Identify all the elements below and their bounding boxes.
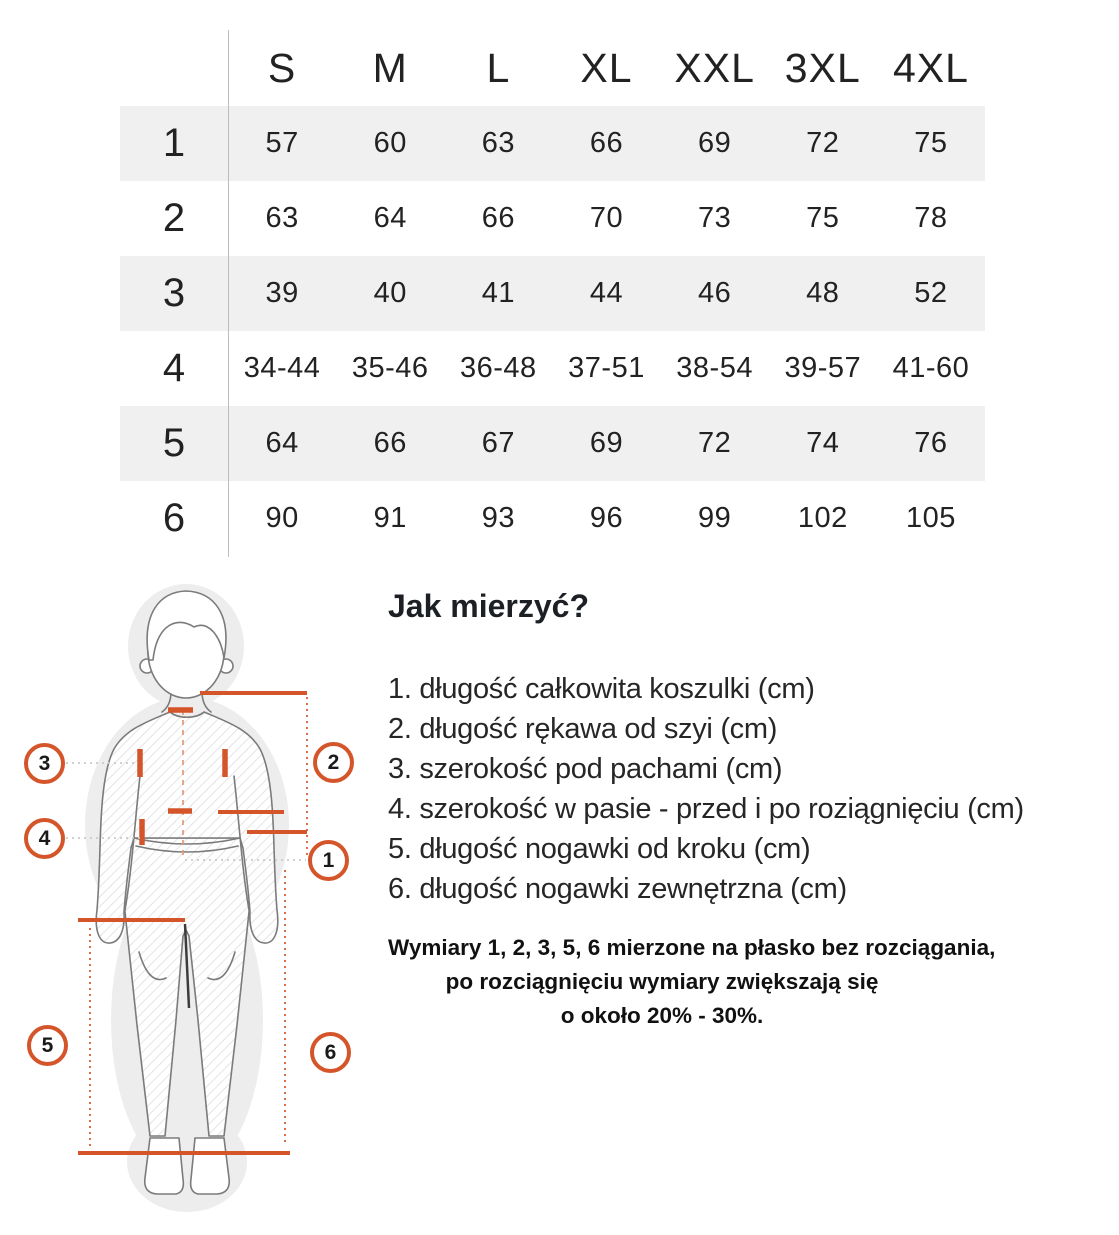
- stretch-note: Wymiary 1, 2, 3, 5, 6 mierzone na płasko…: [388, 931, 996, 1033]
- cell: 75: [806, 202, 840, 234]
- cell: 63: [481, 127, 515, 159]
- cell: 34-44: [243, 352, 321, 384]
- cell: 63: [265, 202, 299, 234]
- cell: 72: [698, 427, 732, 459]
- measure-item-1: 1. długość całkowita koszulki (cm): [388, 673, 815, 705]
- guide-title: Jak mierzyć?: [388, 588, 590, 624]
- cell: 64: [373, 202, 407, 234]
- cell: 72: [806, 127, 840, 159]
- cell: 38-54: [676, 352, 753, 384]
- table-row: 6 90 91 93 96 99 102 105: [120, 481, 985, 556]
- row-label: 5: [162, 421, 186, 465]
- table-row: 2 63 64 66 70 73 75 78: [120, 181, 985, 256]
- cell: 57: [265, 127, 299, 159]
- cell: 39-57: [784, 352, 862, 384]
- cell: 67: [481, 427, 515, 459]
- cell: 90: [265, 502, 299, 534]
- cell: 91: [373, 502, 407, 534]
- cell: 36-48: [460, 352, 537, 384]
- column-header-xxl: XXL: [674, 44, 755, 91]
- column-header-m: M: [372, 44, 408, 91]
- row-label: 1: [162, 121, 186, 165]
- cell: 41: [481, 277, 515, 309]
- table-header-row: S M L XL XXL 3XL 4XL: [120, 30, 985, 106]
- table-row: 4 34-44 35-46 36-48 37-51 38-54 39-57 41…: [120, 331, 985, 406]
- measurement-lines: [66, 691, 308, 1155]
- cell: 75: [914, 127, 948, 159]
- measure-item-6: 6. długość nogawki zewnętrzna (cm): [388, 873, 847, 905]
- cell: 73: [698, 202, 732, 234]
- cell: 52: [914, 277, 948, 309]
- diagram-marker-3: 3: [24, 743, 65, 784]
- column-header-l: L: [486, 44, 511, 91]
- inseam-line: [183, 923, 191, 1009]
- measure-list: 1. długość całkowita koszulki (cm) 2. dł…: [388, 669, 1024, 909]
- cell: 40: [373, 277, 407, 309]
- cell: 99: [698, 502, 732, 534]
- cell: 66: [589, 127, 624, 159]
- row-label: 6: [162, 496, 186, 540]
- cell: 76: [914, 427, 948, 459]
- cell: 48: [806, 277, 840, 309]
- cell: 78: [914, 202, 948, 234]
- table-row: 5 64 66 67 69 72 74 76: [120, 406, 985, 481]
- body-figure-svg: [66, 584, 308, 1212]
- cell: 105: [905, 502, 956, 534]
- measure-item-5: 5. długość nogawki od kroku (cm): [388, 833, 811, 865]
- row-label: 3: [162, 271, 186, 315]
- size-chart-table: S M L XL XXL 3XL 4XL 1 57 60 63 66 69 72…: [120, 30, 985, 557]
- row-label: 2: [162, 196, 186, 240]
- diagram-marker-4: 4: [24, 818, 65, 859]
- measure-guide: Jak mierzyć? 1. długość całkowita koszul…: [388, 588, 1024, 1033]
- row-label: 4: [162, 346, 186, 390]
- stretch-note-line-2: po rozciągnięciu wymiary zwiększają się: [445, 969, 879, 994]
- cell: 37-51: [568, 352, 645, 384]
- cell: 66: [373, 427, 407, 459]
- cell: 93: [481, 502, 515, 534]
- diagram-marker-5: 5: [27, 1025, 68, 1066]
- diagram-marker-1: 1: [308, 840, 349, 881]
- measure-item-2: 2. długość rękawa od szyi (cm): [388, 713, 778, 745]
- column-header-s: S: [267, 44, 297, 91]
- table-row: 3 39 40 41 44 46 48 52: [120, 256, 985, 331]
- column-header-4xl: 4XL: [892, 44, 969, 91]
- column-header-xl: XL: [580, 44, 633, 91]
- cell: 74: [806, 427, 840, 459]
- cell: 44: [589, 277, 624, 309]
- cell: 46: [698, 277, 732, 309]
- measure-item-4: 4. szerokość w pasie - przed i po roziąg…: [388, 793, 1024, 825]
- stretch-note-line-1: Wymiary 1, 2, 3, 5, 6 mierzone na płasko…: [388, 935, 996, 960]
- column-header-3xl: 3XL: [784, 44, 861, 91]
- cell: 64: [265, 427, 299, 459]
- measure-item-3: 3. szerokość pod pachami (cm): [388, 753, 783, 785]
- cell: 70: [589, 202, 624, 234]
- table-column-divider: [228, 30, 229, 557]
- cell: 39: [265, 277, 299, 309]
- body-measurement-diagram: 1 2 3 4 5 6: [0, 580, 380, 1235]
- table-row: 1 57 60 63 66 69 72 75: [120, 106, 985, 181]
- cell: 102: [797, 502, 848, 534]
- cell: 35-46: [351, 352, 429, 384]
- diagram-marker-2: 2: [313, 742, 354, 783]
- stretch-note-line-3: o około 20% - 30%.: [560, 1003, 764, 1028]
- cell: 60: [373, 127, 407, 159]
- cell: 69: [698, 127, 732, 159]
- cell: 69: [589, 427, 624, 459]
- cell: 41-60: [892, 352, 970, 384]
- cell: 66: [481, 202, 515, 234]
- diagram-marker-6: 6: [310, 1032, 351, 1073]
- cell: 96: [589, 502, 624, 534]
